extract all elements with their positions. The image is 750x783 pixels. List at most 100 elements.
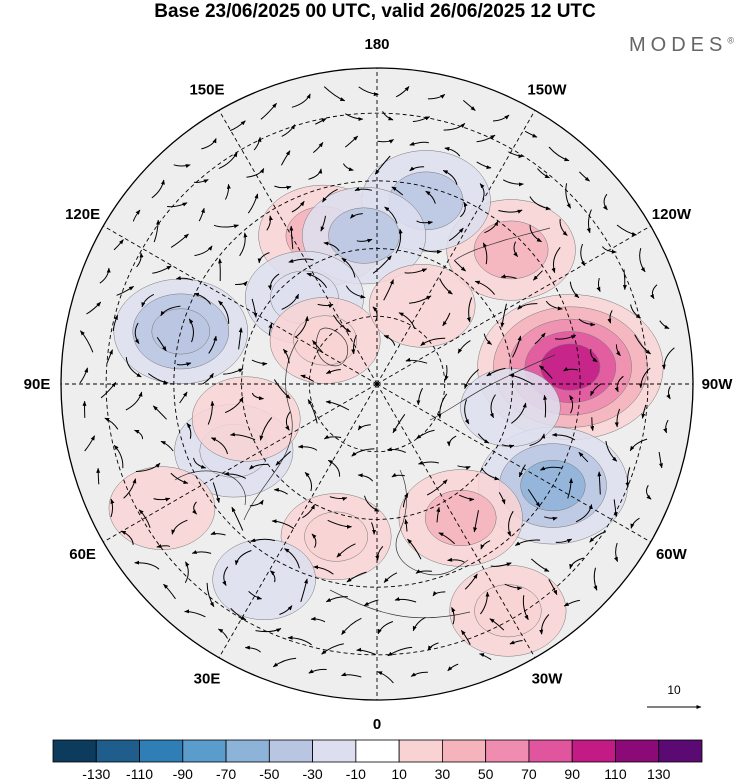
longitude-label-60e: 60E [69,546,96,563]
wind-vector-7 [134,560,160,570]
wind-vector-200 [193,292,212,305]
wind-vector-167 [308,168,323,180]
wind-vector-192 [250,538,276,543]
wind-vector-92 [629,438,648,452]
wind-vector-223 [415,569,432,574]
wind-vector-292 [306,272,328,289]
colorbar-swatch-8 [398,739,443,763]
wind-vector-265 [267,273,280,291]
wind-vector-222 [447,557,465,563]
wind-vector-315 [409,295,432,304]
wind-vector-152 [270,570,276,583]
colorbar-tick-label: -50 [259,766,279,782]
wind-vector-297 [466,297,473,323]
wind-vector-235 [235,281,248,287]
wind-vector-148 [341,617,362,635]
wind-vector-276 [511,402,527,424]
wind-vector-160 [156,337,167,352]
wind-vector-23 [260,102,277,120]
longitude-label-90w: 90W [702,376,734,393]
wind-vector-183 [544,516,558,521]
wind-vector-287 [259,417,273,441]
meridian-240 [376,225,651,385]
anomaly-contour-7-1 [328,207,400,264]
wind-vector-341 [405,357,428,364]
colorbar-tick-label: -70 [216,766,236,782]
wind-vector-330 [398,312,416,330]
colorbar-tick-label: -130 [82,766,110,782]
wind-vector-224 [383,572,398,583]
wind-vector-173 [498,209,523,214]
longitude-label-150w: 150W [527,82,567,99]
wind-vector-248 [543,394,548,418]
wind-vector-238 [320,215,326,232]
wind-vector-256 [327,519,352,529]
wind-vector-194 [212,482,220,504]
meridian-300 [376,383,651,543]
wind-vector-57 [230,607,247,621]
colorbar-tick-label: 110 [604,766,627,782]
wind-vector-68 [116,285,135,296]
wind-vector-159 [147,373,169,385]
wind-vector-307 [297,444,318,451]
colorbar-swatch-14 [658,739,703,763]
wind-vector-46 [593,567,598,591]
wind-vector-99 [489,618,505,631]
wind-vector-336 [357,424,371,431]
wind-vector-202 [239,232,248,257]
wind-vector-3 [244,645,261,653]
wind-vector-112 [134,429,144,440]
wind-vector-106 [248,591,263,600]
meridian-30 [218,383,378,658]
wind-vector-180 [590,417,595,432]
wind-vector-241 [416,220,433,225]
longitude-label-120w: 120W [652,206,692,223]
wind-vector-101 [427,642,439,651]
wind-vector-97 [548,579,558,596]
wind-vector-165 [247,193,259,214]
wind-vector-59 [184,561,190,583]
wind-vector-44 [630,517,640,529]
wind-vector-275 [508,373,534,386]
wind-vector-264 [251,298,258,318]
wind-vector-115 [134,322,140,345]
wind-vector-314 [383,279,394,301]
wind-vector-133 [596,277,601,293]
wind-vector-246 [534,332,546,345]
wind-vector-195 [193,457,207,469]
wind-vector-89 [634,334,652,355]
wind-vector-168 [342,163,354,172]
wind-vector-1 [308,668,327,674]
wind-vector-121 [246,168,265,178]
wind-vector-32 [548,146,570,162]
coastline-east-siberia [454,227,551,261]
wind-vector-216 [569,394,574,414]
wind-vector-16 [99,267,111,284]
colorbar: -130 -110 -90 -70 -50 -30 -10 10 30 50 70 90 110 130 [52,739,703,782]
wind-vector-320 [446,435,457,447]
wind-vector-95 [589,531,607,543]
wind-vector-88 [630,304,642,319]
wind-vector-268 [356,238,373,243]
wind-vector-118 [170,233,189,248]
wind-vector-231 [207,400,215,425]
wind-vector-114 [125,357,142,378]
wind-vector-43 [645,485,652,500]
wind-vector-296 [439,278,453,295]
wind-vector-111 [135,462,161,472]
wind-vector-232 [201,372,214,385]
wind-vector-319 [464,399,470,425]
wind-vector-19 [151,179,165,199]
wind-vector-311 [294,315,309,338]
wind-vector-11 [84,435,96,452]
wind-vector-108 [191,550,212,554]
wind-vector-94 [613,499,618,518]
wind-vector-64 [104,417,119,430]
wind-vector-98 [522,595,529,621]
wind-vector-229 [223,471,247,479]
wind-vector-288 [251,392,264,401]
wind-vector-243 [482,242,488,265]
wind-vector-9 [110,498,115,518]
wind-vector-124 [344,135,359,148]
wind-vector-308 [285,411,291,431]
